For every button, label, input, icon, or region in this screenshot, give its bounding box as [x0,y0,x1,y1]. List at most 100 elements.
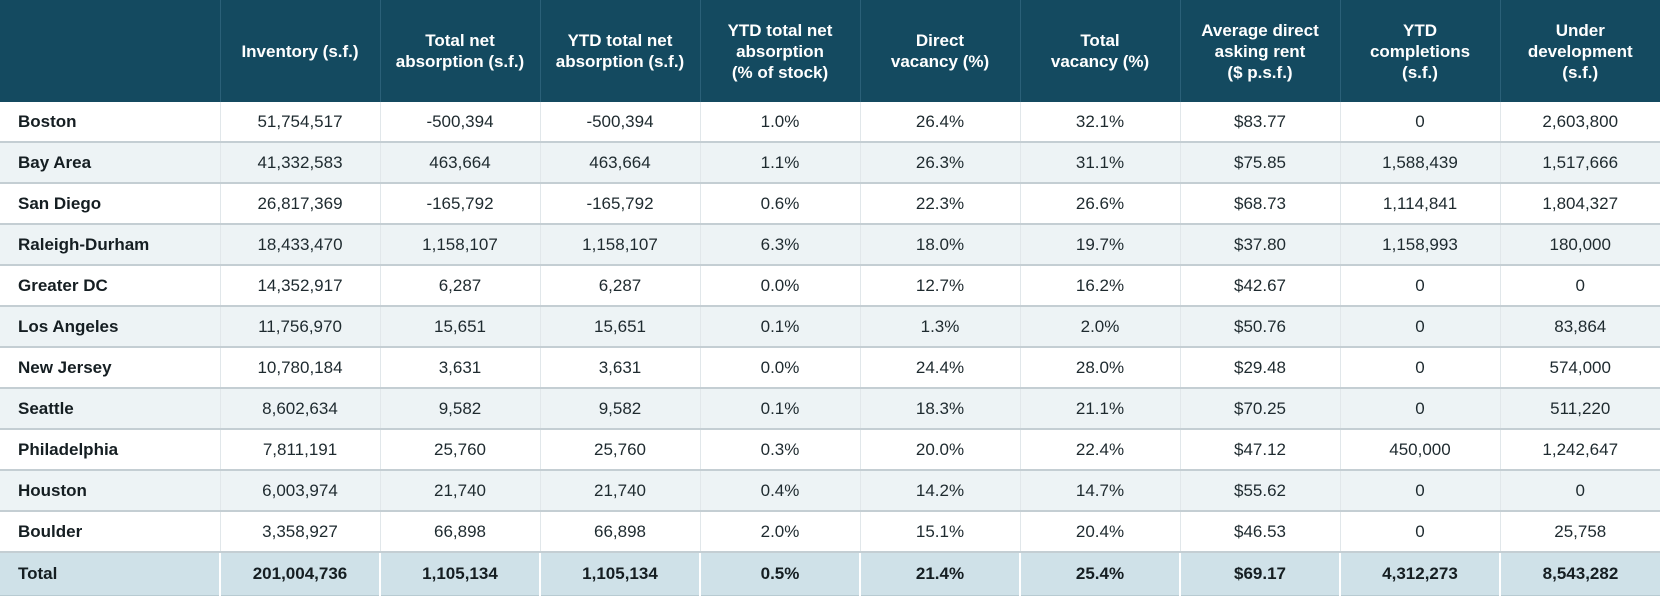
header-line: (s.f.) [1562,62,1599,82]
market-name-cell: Seattle [0,388,221,430]
total-cell: 25.4% [1020,551,1181,596]
total-cell: 1,105,134 [380,551,541,596]
table-cell: 22.4% [1020,429,1181,471]
table-cell: 26.3% [860,142,1021,184]
table-cell: 25,758 [1500,511,1660,553]
table-row: Boston 51,754,517 -500,394 -500,394 1.0% 26.4… [0,102,1660,143]
table-cell: $70.25 [1180,388,1341,430]
table-footer: Total 201,004,736 1,105,134 1,105,134 0.5% 21… [0,551,1660,596]
table-cell: $29.48 [1180,347,1341,389]
header-line: completions [1369,41,1471,61]
table-cell: 0 [1340,306,1501,348]
table-cell: 1,158,107 [540,224,701,266]
table-cell: 11,756,970 [220,306,381,348]
table-cell: 0.1% [700,388,861,430]
avg-asking-rent-header: Average direct asking rent ($ p.s.f.) [1180,0,1341,102]
table-cell: 0 [1340,265,1501,307]
table-cell: 3,631 [380,347,541,389]
table-cell: 6,287 [380,265,541,307]
header-line: absorption (s.f.) [395,52,525,71]
table-cell: 1,804,327 [1500,183,1660,225]
table-cell: 10,780,184 [220,347,381,389]
table-cell: 1.0% [700,102,861,143]
table-cell: 0 [1340,388,1501,430]
ytd-completions-header: YTD completions (s.f.) [1340,0,1501,102]
table-cell: 6,003,974 [220,470,381,512]
table-cell: 2.0% [1020,306,1181,348]
table-cell: 1,114,841 [1340,183,1501,225]
market-name-cell: Boston [0,102,221,143]
table-cell: -500,394 [380,102,541,143]
table-cell: $37.80 [1180,224,1341,266]
table-cell: 0.3% [700,429,861,471]
table-body: Boston 51,754,517 -500,394 -500,394 1.0% 26.4… [0,102,1660,553]
table-cell: $47.12 [1180,429,1341,471]
market-name-cell: Raleigh-Durham [0,224,221,266]
table-cell: 0.0% [700,347,861,389]
market-name-cell: Los Angeles [0,306,221,348]
market-name-cell: San Diego [0,183,221,225]
table-cell: $42.67 [1180,265,1341,307]
table-cell: 3,358,927 [220,511,381,553]
table-cell: $55.62 [1180,470,1341,512]
table-cell: 14.2% [860,470,1021,512]
table-row: San Diego 26,817,369 -165,792 -165,792 0.6% 2… [0,183,1660,225]
market-name-cell: Philadelphia [0,429,221,471]
table-cell: 20.4% [1020,511,1181,553]
table-cell: 18.0% [860,224,1021,266]
table-cell: 463,664 [380,142,541,184]
table-cell: 24.4% [860,347,1021,389]
table-cell: $68.73 [1180,183,1341,225]
table-cell: 9,582 [540,388,701,430]
table-row: Greater DC 14,352,917 6,287 6,287 0.0% 12.7% 1… [0,265,1660,307]
table-cell: 18.3% [860,388,1021,430]
table-row: Raleigh-Durham 18,433,470 1,158,107 1,158,1… [0,224,1660,266]
table-cell: 9,582 [380,388,541,430]
table-cell: 19.7% [1020,224,1181,266]
total-cell: 1,105,134 [540,551,701,596]
table-cell: 1.3% [860,306,1021,348]
table-row: Los Angeles 11,756,970 15,651 15,651 0.1% 1.3… [0,306,1660,348]
table-cell: 1,158,993 [1340,224,1501,266]
table-cell: 41,332,583 [220,142,381,184]
table-cell: 51,754,517 [220,102,381,143]
total-cell: $69.17 [1180,551,1341,596]
header-line: YTD total net [727,20,833,40]
table-cell: -165,792 [540,183,701,225]
table-cell: 450,000 [1340,429,1501,471]
market-name-cell: Houston [0,470,221,512]
table-cell: 31.1% [1020,142,1181,184]
ytd-net-absorption-header: YTD total net absorption (s.f.) [540,0,701,102]
table-cell: $75.85 [1180,142,1341,184]
table-cell: 0 [1340,511,1501,553]
header-line: Direct [915,31,965,50]
table-cell: 0.0% [700,265,861,307]
table-cell: -500,394 [540,102,701,143]
table-cell: 21.1% [1020,388,1181,430]
table-cell: 15,651 [380,306,541,348]
total-cell: 8,543,282 [1500,551,1660,596]
header-line: development [1527,41,1633,61]
table-cell: 22.3% [860,183,1021,225]
header-line: vacancy (%) [890,52,990,71]
header-line: Average direct [1201,20,1319,40]
header-line: absorption [736,41,824,61]
total-cell: 21.4% [860,551,1021,596]
table-cell: 574,000 [1500,347,1660,389]
market-name-cell: Bay Area [0,142,221,184]
total-vacancy-header: Total vacancy (%) [1020,0,1181,102]
table-cell: 1.1% [700,142,861,184]
total-cell: 4,312,273 [1340,551,1501,596]
table-cell: 28.0% [1020,347,1181,389]
header-line: Inventory (s.f.) [241,41,359,61]
table-cell: 14,352,917 [220,265,381,307]
table-cell: 26.6% [1020,183,1181,225]
table-cell: 1,517,666 [1500,142,1660,184]
table-cell: 0.4% [700,470,861,512]
table-row: New Jersey 10,780,184 3,631 3,631 0.0% 24.4% 2… [0,347,1660,389]
market-header [0,0,221,102]
header-line: absorption (s.f.) [555,52,685,71]
header-line: ($ p.s.f.) [1227,62,1293,82]
table-cell: 0 [1340,102,1501,143]
